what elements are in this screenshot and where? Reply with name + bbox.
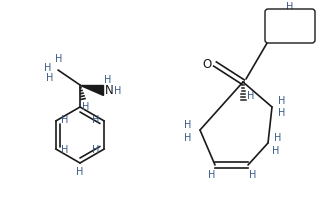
Text: H: H <box>278 96 286 106</box>
Text: H: H <box>61 115 68 125</box>
Text: Abs: Abs <box>279 21 301 34</box>
Text: H: H <box>82 102 90 112</box>
Text: H: H <box>274 133 282 143</box>
Text: H: H <box>184 120 192 130</box>
Text: O: O <box>202 57 212 70</box>
Polygon shape <box>80 85 103 95</box>
Text: H: H <box>114 86 122 96</box>
Text: H: H <box>286 2 294 12</box>
Text: H: H <box>278 108 286 118</box>
Text: H: H <box>104 75 112 85</box>
Text: H: H <box>249 170 257 180</box>
Text: H: H <box>92 115 99 125</box>
Text: H: H <box>184 133 192 143</box>
FancyBboxPatch shape <box>265 9 315 43</box>
Text: H: H <box>44 63 52 73</box>
Text: H: H <box>92 145 99 155</box>
Text: N: N <box>105 83 113 96</box>
Text: H: H <box>61 145 68 155</box>
Text: H: H <box>55 54 63 64</box>
Text: H: H <box>272 146 280 156</box>
Text: H: H <box>247 91 255 101</box>
Text: H: H <box>46 73 54 83</box>
Text: H: H <box>76 167 84 177</box>
Text: H: H <box>208 170 216 180</box>
